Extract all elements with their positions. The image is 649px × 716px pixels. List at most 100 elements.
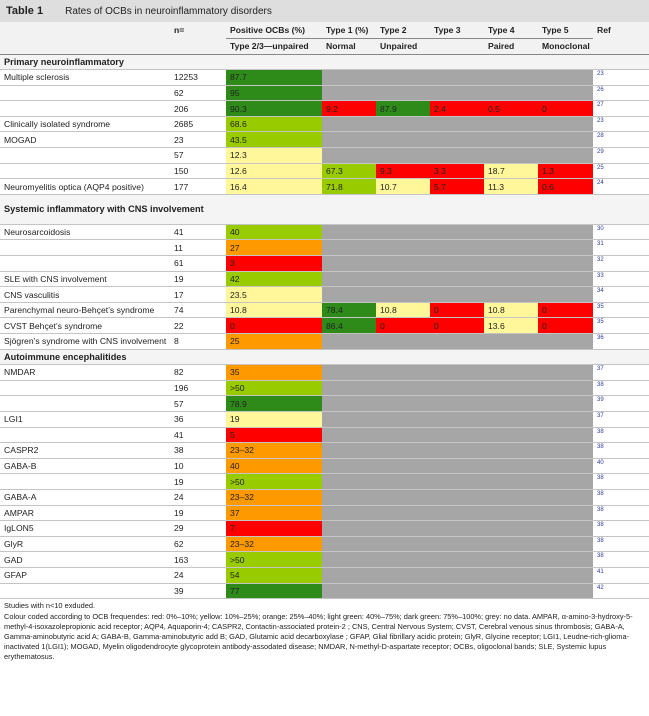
section-title: Primary neuroinflammatory (0, 54, 649, 71)
positive-ocb-rate: 42 (226, 271, 322, 288)
reference-number: 35 (593, 317, 649, 334)
sample-size: 163 (170, 551, 226, 568)
table-row: GFAP 24 54 41 (0, 567, 649, 584)
ocb-type-2-value: 0 (376, 317, 430, 334)
reference-number: 34 (593, 286, 649, 303)
sample-size: 19 (170, 473, 226, 490)
table-row: CVST Behçet’s syndrome 22 0 86.4 0 0 13.6 0 35 (0, 317, 649, 334)
positive-ocb-rate: 68.6 (226, 116, 322, 133)
ocb-type-3-value: 3.3 (430, 163, 484, 180)
subheader-type-3 (430, 38, 484, 55)
sample-size: 17 (170, 286, 226, 303)
header-n: n= (170, 22, 226, 38)
positive-ocb-rate: 23–32 (226, 536, 322, 553)
header-row-1: n= Positive OCBs (%) Type 1 (%) Type 2 T… (0, 22, 649, 39)
ocb-type-1-value: 67.3 (322, 163, 376, 180)
positive-ocb-rate: >50 (226, 473, 322, 490)
reference-number: 38 (593, 489, 649, 506)
ocb-type-2-value: 87.9 (376, 100, 430, 117)
reference-number: 32 (593, 255, 649, 272)
footnote-legend: Colour coded according to OCB frequendes… (4, 612, 633, 662)
ocb-type-3-value: 5.7 (430, 178, 484, 195)
sample-size: 19 (170, 505, 226, 522)
disorder-name (0, 583, 170, 600)
no-data-cell (322, 458, 593, 475)
positive-ocb-rate: 5 (226, 427, 322, 444)
header-row-2: Type 2/3—unpaired Normal Unpaired Paired… (0, 38, 649, 55)
no-data-cell (322, 411, 593, 428)
no-data-cell (322, 551, 593, 568)
reference-number: 38 (593, 380, 649, 397)
header-type-3: Type 3 (430, 22, 484, 39)
table-row: Sjögren’s syndrome with CNS involvement 8… (0, 333, 649, 350)
ocb-type-1-value: 78.4 (322, 302, 376, 319)
sample-size: 177 (170, 178, 226, 195)
no-data-cell (322, 116, 593, 133)
ocb-rates-table: n= Positive OCBs (%) Type 1 (%) Type 2 T… (0, 22, 649, 600)
reference-number: 37 (593, 364, 649, 381)
disorder-name: Neurosarcoidosis (0, 224, 170, 241)
reference-number: 27 (593, 100, 649, 117)
table-row: 150 12.6 67.3 9.3 3.3 18.7 1.3 25 (0, 163, 649, 180)
table-row: 11 27 31 (0, 239, 649, 257)
disorder-name (0, 163, 170, 180)
ocb-type-4-value: 11.3 (484, 178, 538, 195)
ocb-type-1-value: 71.8 (322, 178, 376, 195)
disorder-name: MOGAD (0, 131, 170, 149)
disorder-name (0, 255, 170, 272)
table-row: IgLON5 29 7 38 (0, 520, 649, 537)
positive-ocb-rate: 27 (226, 239, 322, 257)
section-title: Systemic inflammatory with CNS involveme… (0, 194, 649, 225)
subheader-name (0, 38, 170, 55)
reference-number: 40 (593, 458, 649, 475)
reference-number: 37 (593, 411, 649, 428)
positive-ocb-rate: 77 (226, 583, 322, 600)
no-data-cell (322, 69, 593, 86)
disorder-name: GFAP (0, 567, 170, 584)
table-row: Multiple sclerosis 12253 87.7 23 (0, 69, 649, 86)
sample-size: 41 (170, 427, 226, 444)
sample-size: 206 (170, 100, 226, 117)
disorder-name: CVST Behçet’s syndrome (0, 317, 170, 334)
reference-number: 38 (593, 536, 649, 553)
no-data-cell (322, 271, 593, 288)
ocb-type-5-value: 0.6 (538, 178, 593, 195)
disorder-name: Sjögren’s syndrome with CNS involvement (0, 333, 170, 350)
no-data-cell (322, 489, 593, 506)
reference-number: 36 (593, 333, 649, 350)
reference-number: 35 (593, 302, 649, 319)
sample-size: 150 (170, 163, 226, 180)
sample-size: 62 (170, 536, 226, 553)
table-footnotes: Studies with n<10 exduded. Colour coded … (0, 599, 649, 662)
reference-number: 33 (593, 271, 649, 288)
disorder-name (0, 427, 170, 444)
header-positive-ocbs: Positive OCBs (%) (226, 22, 322, 39)
ocb-type-5-value: 0 (538, 100, 593, 117)
table-row: 19 >50 38 (0, 473, 649, 490)
table-row: Clinically isolated syndrome 2685 68.6 23 (0, 116, 649, 133)
sample-size: 36 (170, 411, 226, 428)
positive-ocb-rate: 25 (226, 333, 322, 350)
disorder-name: Parenchymal neuro-Behçet’s syndrome (0, 302, 170, 319)
sample-size: 19 (170, 271, 226, 288)
sample-size: 22 (170, 317, 226, 334)
positive-ocb-rate: 54 (226, 567, 322, 584)
reference-number: 42 (593, 583, 649, 600)
header-type-5: Type 5 (538, 22, 593, 39)
no-data-cell (322, 536, 593, 553)
sample-size: 12253 (170, 69, 226, 86)
reference-number: 31 (593, 239, 649, 257)
subheader-ref (593, 38, 649, 55)
positive-ocb-rate: 37 (226, 505, 322, 522)
table-row: LGI1 36 19 37 (0, 411, 649, 428)
table-title: Rates of OCBs in neuroinflammatory disor… (65, 5, 272, 17)
sample-size: 61 (170, 255, 226, 272)
header-type-4: Type 4 (484, 22, 538, 39)
sample-size: 74 (170, 302, 226, 319)
positive-ocb-rate: 23–32 (226, 489, 322, 506)
table-body: Primary neuroinflammatory Multiple sclero… (0, 54, 649, 600)
ocb-type-4-value: 0.5 (484, 100, 538, 117)
disorder-name (0, 473, 170, 490)
no-data-cell (322, 473, 593, 490)
table-row: GlyR 62 23–32 38 (0, 536, 649, 553)
